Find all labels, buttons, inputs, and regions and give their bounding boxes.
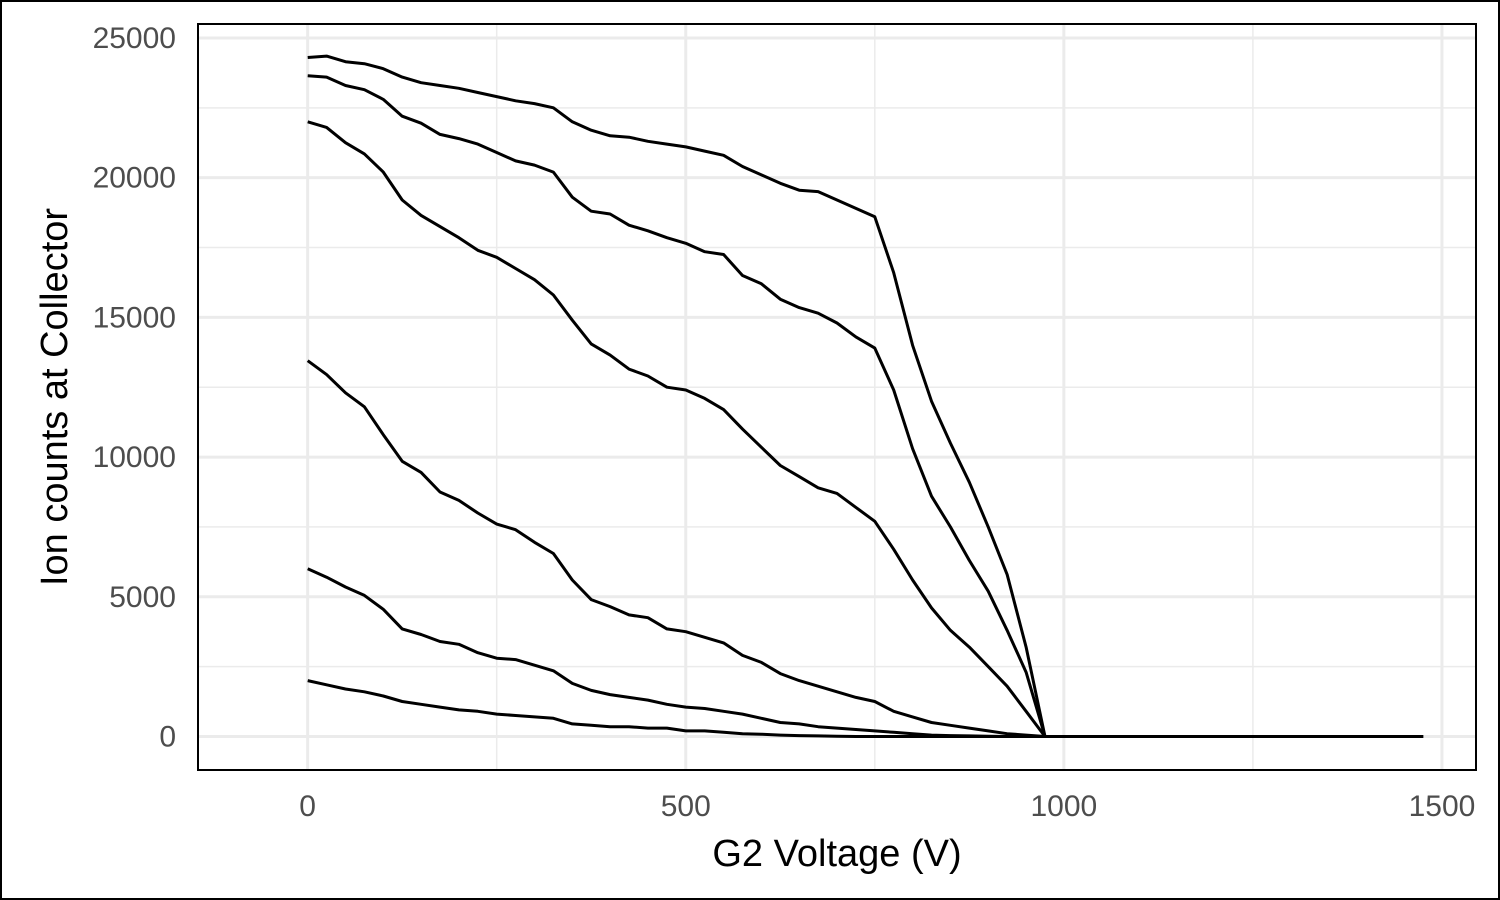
series-line-6 bbox=[307, 679, 1424, 738]
series-line-4 bbox=[306, 359, 1424, 738]
series-line-1 bbox=[307, 54, 1424, 738]
x-tick-label: 0 bbox=[299, 790, 316, 823]
series-line-2 bbox=[307, 74, 1424, 738]
y-tick-label: 25000 bbox=[93, 22, 176, 55]
y-axis-title: Ion counts at Collector bbox=[34, 208, 76, 586]
x-axis-title: G2 Voltage (V) bbox=[712, 833, 961, 875]
y-tick-label: 0 bbox=[159, 720, 176, 753]
y-tick-label: 5000 bbox=[109, 581, 176, 614]
plot-panel-border bbox=[197, 23, 1477, 771]
y-tick-label: 15000 bbox=[93, 301, 176, 334]
x-tick-label: 1500 bbox=[1409, 790, 1476, 823]
y-tick-label: 10000 bbox=[93, 441, 176, 474]
x-axis-tick-labels: 0 500 1000 1500 bbox=[299, 790, 1475, 823]
x-tick-label: 500 bbox=[661, 790, 711, 823]
minor-gridlines bbox=[198, 24, 1476, 770]
major-gridlines bbox=[198, 24, 1476, 770]
series-lines bbox=[306, 54, 1424, 738]
series-line-3 bbox=[307, 120, 1424, 738]
x-tick-label: 1000 bbox=[1030, 790, 1097, 823]
y-axis-tick-labels: 0 5000 10000 15000 20000 25000 bbox=[93, 22, 176, 754]
y-tick-label: 20000 bbox=[93, 162, 176, 195]
